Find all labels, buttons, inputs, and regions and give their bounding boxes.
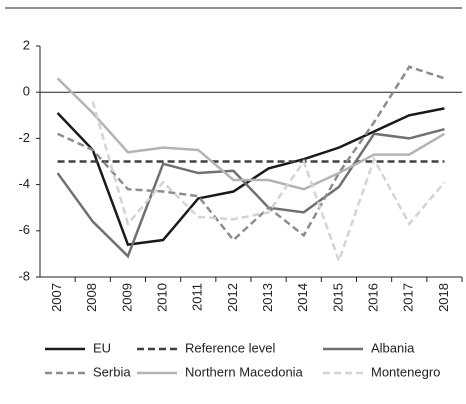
x-tick-label: 2018 bbox=[436, 283, 451, 312]
series-line bbox=[91, 101, 446, 265]
y-tick-label: 0 bbox=[23, 84, 30, 99]
x-tick-label: 2008 bbox=[84, 283, 99, 312]
y-tick-label: -4 bbox=[18, 176, 30, 191]
legend-label: EU bbox=[93, 340, 111, 355]
y-tick-label: 2 bbox=[23, 37, 30, 52]
x-tick-label: 2013 bbox=[260, 283, 275, 312]
legend-label: Northern Macedonia bbox=[185, 364, 304, 379]
y-tick-label: -2 bbox=[18, 130, 30, 145]
legend-label: Serbia bbox=[93, 364, 131, 379]
y-tick-label: -6 bbox=[18, 222, 30, 237]
series-line bbox=[57, 65, 445, 242]
x-tick-label: 2015 bbox=[330, 283, 345, 312]
series-line bbox=[56, 127, 445, 259]
x-tick-label: 2007 bbox=[49, 283, 64, 312]
legend-label: Montenegro bbox=[371, 364, 440, 379]
legend-label: Albania bbox=[371, 340, 415, 355]
x-tick-label: 2016 bbox=[366, 283, 381, 312]
x-tick-label: 2009 bbox=[119, 283, 134, 312]
y-tick-label: -8 bbox=[18, 268, 30, 283]
x-tick-label: 2010 bbox=[155, 283, 170, 312]
x-tick-label: 2011 bbox=[190, 283, 205, 311]
x-tick-label: 2017 bbox=[401, 283, 416, 312]
x-tick-label: 2012 bbox=[225, 283, 240, 312]
series-line bbox=[56, 77, 446, 191]
x-tick-label: 2014 bbox=[295, 283, 310, 312]
legend-label: Reference level bbox=[185, 340, 275, 355]
